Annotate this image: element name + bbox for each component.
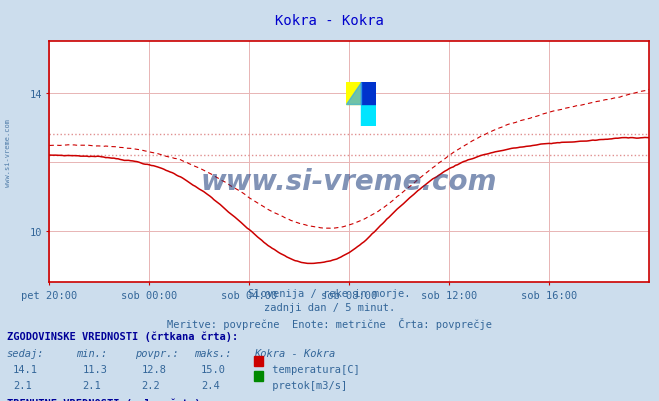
Polygon shape: [346, 83, 361, 105]
Text: 12.8: 12.8: [142, 365, 167, 375]
Text: Meritve: povprečne  Enote: metrične  Črta: povprečje: Meritve: povprečne Enote: metrične Črta:…: [167, 317, 492, 329]
Text: temperatura[C]: temperatura[C]: [266, 365, 359, 375]
Text: 2.1: 2.1: [13, 380, 32, 390]
Text: 15.0: 15.0: [201, 365, 226, 375]
Bar: [346, 83, 361, 105]
Text: zadnji dan / 5 minut.: zadnji dan / 5 minut.: [264, 302, 395, 312]
Text: Kokra - Kokra: Kokra - Kokra: [275, 14, 384, 28]
Text: TRENUTNE VREDNOSTI (polna črta):: TRENUTNE VREDNOSTI (polna črta):: [7, 397, 206, 401]
Bar: [361, 105, 376, 126]
Text: pretok[m3/s]: pretok[m3/s]: [266, 380, 347, 390]
Text: min.:: min.:: [76, 348, 107, 358]
Text: 2.1: 2.1: [82, 380, 101, 390]
Text: ZGODOVINSKE VREDNOSTI (črtkana črta):: ZGODOVINSKE VREDNOSTI (črtkana črta):: [7, 331, 238, 341]
Text: 2.4: 2.4: [201, 380, 219, 390]
Text: 11.3: 11.3: [82, 365, 107, 375]
Text: 2.2: 2.2: [142, 380, 160, 390]
Text: maks.:: maks.:: [194, 348, 232, 358]
Text: Slovenija / reke in morje.: Slovenija / reke in morje.: [248, 288, 411, 298]
Text: sedaj:: sedaj:: [7, 348, 44, 358]
Bar: [361, 83, 376, 105]
Text: www.si-vreme.com: www.si-vreme.com: [201, 168, 498, 196]
Text: 14.1: 14.1: [13, 365, 38, 375]
Text: povpr.:: povpr.:: [135, 348, 179, 358]
Text: www.si-vreme.com: www.si-vreme.com: [5, 118, 11, 186]
Text: Kokra - Kokra: Kokra - Kokra: [254, 348, 335, 358]
